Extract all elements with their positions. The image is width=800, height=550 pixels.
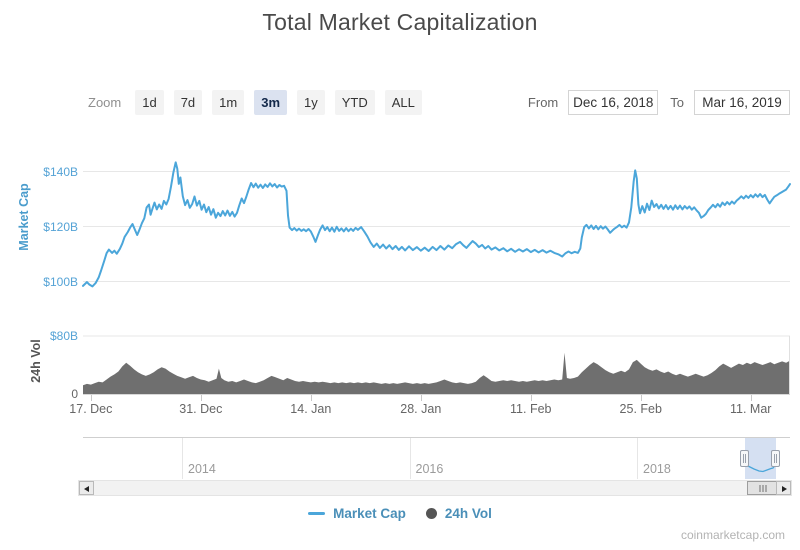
- navigator-year-label: 2018: [643, 462, 671, 476]
- volume-chart[interactable]: [83, 335, 790, 395]
- x-tick-mark: [750, 395, 752, 401]
- scrollbar-left-arrow-button[interactable]: [79, 481, 94, 495]
- legend-item-market-cap[interactable]: Market Cap: [308, 506, 406, 521]
- x-tick-mark: [200, 395, 202, 401]
- x-axis-line: [83, 394, 790, 395]
- navigator-year-label: 2016: [415, 462, 444, 476]
- from-label: From: [527, 95, 559, 110]
- zoom-button-ytd[interactable]: YTD: [334, 90, 375, 115]
- navigator-gridline: [409, 438, 411, 479]
- x-tick-mark: [420, 395, 422, 401]
- navigator-mini-series: [744, 463, 776, 473]
- market-cap-axis-title: Market Cap: [17, 183, 31, 251]
- scrollbar-thumb[interactable]: [747, 481, 778, 495]
- x-tick-label: 11. Feb: [510, 402, 552, 416]
- watermark: coinmarketcap.com: [680, 528, 785, 542]
- left-arrow-icon: [84, 485, 89, 492]
- legend-label: 24h Vol: [444, 506, 492, 521]
- to-label: To: [670, 95, 684, 110]
- navigator-gridline: [637, 438, 638, 479]
- x-tick-label: 14. Jan: [290, 402, 332, 416]
- line-marker-icon: [308, 512, 326, 515]
- ytick-$80B: $80B: [49, 329, 78, 343]
- zoom-button-7d[interactable]: 7d: [173, 90, 203, 115]
- ytick-$140B: $140B: [43, 164, 78, 179]
- x-tick-label: 17. Dec: [69, 402, 113, 416]
- x-tick-mark: [90, 395, 92, 401]
- zoom-button-1y[interactable]: 1y: [297, 90, 325, 115]
- zoom-buttons: 1d 7d 1m 3m 1y YTD ALL: [135, 90, 432, 115]
- toolbar: Zoom 1d 7d 1m 3m 1y YTD ALL From To: [88, 90, 790, 116]
- x-tick-label: 11. Mar: [729, 402, 772, 416]
- zoom-label: Zoom: [88, 95, 122, 110]
- x-tick-mark: [640, 395, 642, 401]
- legend-label: Market Cap: [333, 506, 406, 521]
- navigator[interactable]: 2014 2016 2018: [83, 437, 790, 479]
- zoom-button-3m[interactable]: 3m: [254, 90, 288, 115]
- market-cap-chart[interactable]: [82, 140, 791, 302]
- navigator-scrollbar[interactable]: [78, 480, 792, 496]
- zoom-button-1d[interactable]: 1d: [135, 90, 164, 115]
- legend-item-24h-vol[interactable]: 24h Vol: [425, 506, 492, 521]
- zoom-group: Zoom 1d 7d 1m 3m 1y YTD ALL: [88, 90, 432, 115]
- chart-title: Total Market Capitalization: [262, 9, 538, 35]
- zoom-button-1m[interactable]: 1m: [212, 90, 245, 115]
- zoom-button-all[interactable]: ALL: [384, 90, 422, 115]
- x-tick-label: 31. Dec: [179, 402, 223, 416]
- to-date-input[interactable]: [694, 90, 790, 115]
- navigator-right-handle[interactable]: [771, 450, 780, 467]
- right-arrow-icon: [782, 485, 787, 492]
- x-tick-label: 28. Jan: [400, 402, 442, 416]
- legend: Market Cap 24h Vol: [0, 506, 800, 521]
- x-tick-mark: [530, 395, 532, 401]
- ytick-0: 0: [71, 387, 78, 401]
- navigator-gridline: [182, 438, 183, 479]
- navigator-year-label: 2014: [188, 462, 216, 476]
- navigator-selected-range[interactable]: [745, 438, 776, 479]
- x-tick-mark: [310, 395, 312, 401]
- circle-marker-icon: [425, 508, 437, 519]
- from-date-input[interactable]: [568, 90, 659, 115]
- scrollbar-right-arrow-button[interactable]: [776, 481, 791, 495]
- ytick-$100B: $100B: [43, 274, 78, 289]
- date-range-group: From To: [528, 90, 790, 115]
- x-tick-label: 25. Feb: [619, 402, 662, 416]
- ytick-$120B: $120B: [43, 219, 78, 234]
- navigator-left-handle[interactable]: [740, 450, 749, 467]
